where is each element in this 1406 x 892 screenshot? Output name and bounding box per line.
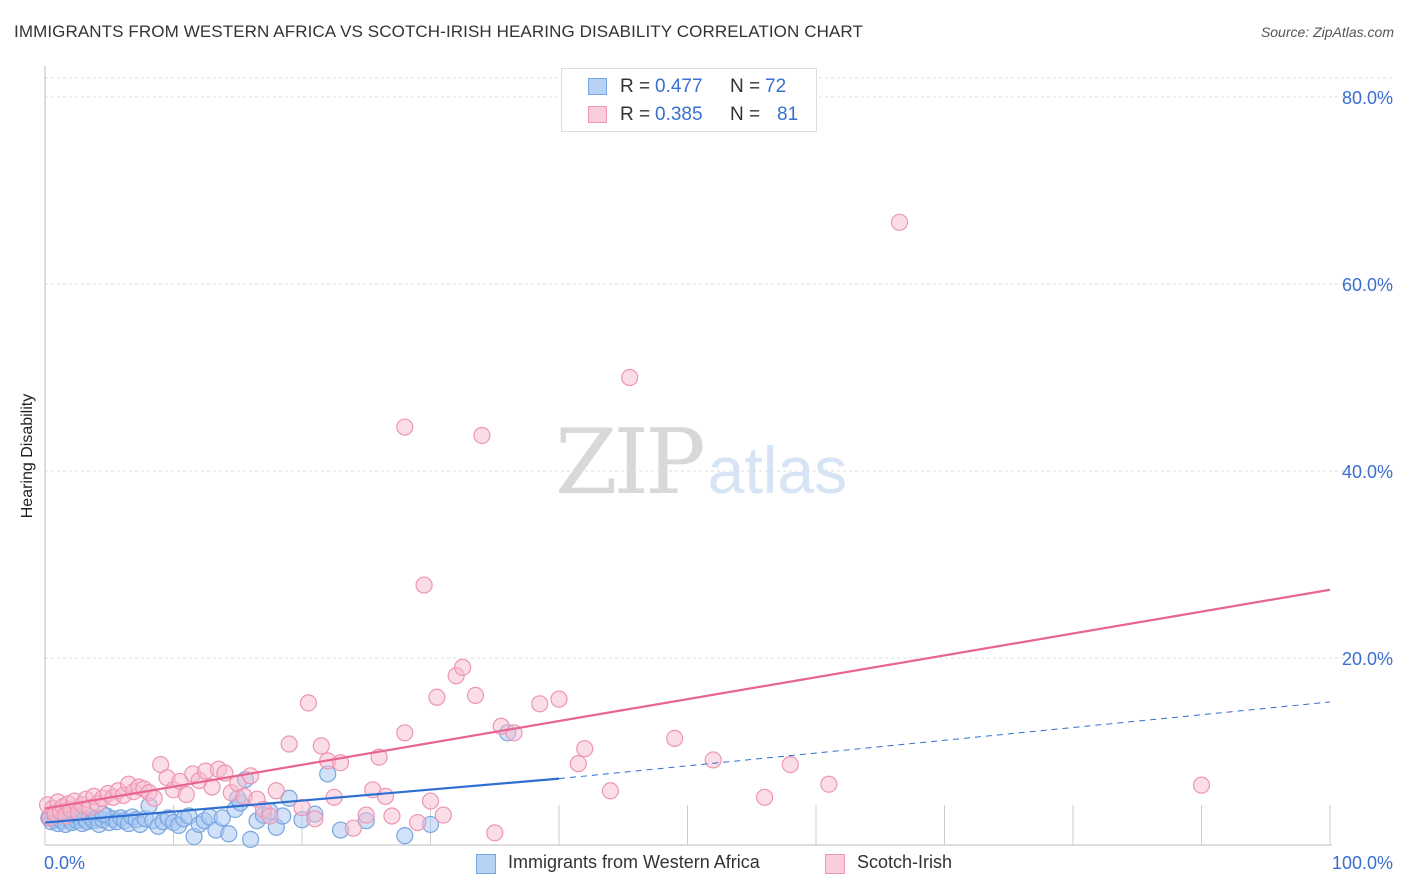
legend-swatch-pink bbox=[588, 106, 607, 123]
x-tick-label: 0.0% bbox=[44, 853, 85, 873]
data-point-scotch-irish bbox=[666, 729, 684, 748]
legend-r-value: 0.385 bbox=[655, 104, 703, 125]
y-tick-label: 20.0% bbox=[1342, 649, 1393, 669]
grid-lines bbox=[45, 77, 1392, 659]
data-point-scotch-irish bbox=[409, 813, 427, 832]
series-scotch-irish-points bbox=[38, 213, 1211, 842]
trend-extension-western-africa bbox=[558, 701, 1331, 780]
data-point-scotch-irish bbox=[177, 785, 195, 804]
data-point-scotch-irish bbox=[376, 787, 395, 805]
data-point-scotch-irish bbox=[434, 806, 452, 824]
zipatlas-watermark: ZIPatlas bbox=[555, 410, 847, 515]
data-point-scotch-irish bbox=[396, 724, 414, 742]
source-label: Source: ZipAtlas.com bbox=[1260, 24, 1394, 40]
trend-line-scotch-irish bbox=[44, 588, 1331, 810]
data-point-scotch-irish bbox=[357, 806, 375, 824]
legend-row-western-africa: R = 0.477 N = 72 bbox=[562, 72, 816, 102]
legend-item-scotch-irish: Scotch-Irish bbox=[825, 850, 985, 878]
data-point-scotch-irish bbox=[428, 688, 446, 706]
legend-n-label: N = bbox=[730, 104, 761, 125]
data-point-scotch-irish bbox=[890, 213, 909, 231]
data-point-scotch-irish bbox=[145, 789, 163, 807]
trend-line-western-africa bbox=[44, 777, 560, 824]
data-point-scotch-irish bbox=[601, 782, 620, 800]
data-point-scotch-irish bbox=[396, 418, 414, 436]
tick-labels: 20.0% 40.0% 60.0% 80.0% 0.0% 100.0% bbox=[44, 88, 1393, 873]
legend-swatch-blue bbox=[588, 78, 607, 95]
data-point-scotch-irish bbox=[466, 686, 485, 705]
data-point-western-africa bbox=[242, 830, 260, 848]
legend-swatch-pink bbox=[825, 854, 845, 874]
data-point-scotch-irish bbox=[550, 690, 568, 708]
legend-row-scotch-irish: R = 0.385 N = 81 bbox=[562, 100, 816, 130]
legend-swatch-blue bbox=[476, 854, 496, 874]
y-tick-label: 60.0% bbox=[1342, 275, 1393, 295]
data-point-scotch-irish bbox=[306, 810, 324, 828]
data-point-scotch-irish bbox=[621, 368, 639, 387]
legend-n-label: N = bbox=[730, 76, 761, 97]
data-point-western-africa bbox=[213, 809, 231, 827]
watermark-atlas: atlas bbox=[707, 433, 848, 507]
legend-r-label: R = bbox=[620, 76, 651, 97]
data-point-scotch-irish bbox=[383, 807, 401, 825]
legend-r-value: 0.477 bbox=[655, 76, 703, 97]
data-point-scotch-irish bbox=[454, 658, 472, 676]
legend-label: Immigrants from Western Africa bbox=[508, 852, 760, 872]
legend-item-western-africa: Immigrants from Western Africa bbox=[476, 850, 806, 878]
data-point-scotch-irish bbox=[755, 788, 774, 806]
legend-n-value: 72 bbox=[765, 76, 787, 97]
data-point-scotch-irish bbox=[421, 792, 440, 810]
data-point-scotch-irish bbox=[280, 735, 298, 753]
data-point-scotch-irish bbox=[531, 695, 549, 713]
watermark-zip: ZIP bbox=[555, 410, 706, 515]
data-point-scotch-irish bbox=[312, 737, 330, 755]
correlation-legend: R = 0.477 N = 72 R = 0.385 N = 81 bbox=[561, 68, 817, 132]
data-point-scotch-irish bbox=[820, 775, 838, 793]
data-point-scotch-irish bbox=[261, 807, 279, 825]
data-point-scotch-irish bbox=[486, 824, 504, 842]
data-point-scotch-irish bbox=[242, 767, 260, 785]
data-point-scotch-irish bbox=[704, 751, 722, 769]
data-point-western-africa bbox=[396, 827, 414, 845]
data-point-scotch-irish bbox=[576, 740, 594, 758]
data-point-scotch-irish bbox=[415, 576, 433, 594]
legend-r-label: R = bbox=[620, 104, 651, 125]
y-tick-label: 80.0% bbox=[1342, 88, 1393, 108]
data-point-scotch-irish bbox=[1192, 776, 1211, 794]
chart-title: IMMIGRANTS FROM WESTERN AFRICA VS SCOTCH… bbox=[14, 22, 863, 41]
trend-lines bbox=[44, 588, 1331, 824]
data-point-scotch-irish bbox=[344, 819, 362, 837]
x-tick-label: 100.0% bbox=[1332, 853, 1393, 873]
legend-label: Scotch-Irish bbox=[857, 852, 953, 872]
y-tick-label: 40.0% bbox=[1342, 462, 1393, 482]
axes bbox=[44, 66, 1332, 846]
data-point-scotch-irish bbox=[267, 782, 285, 800]
data-point-scotch-irish bbox=[299, 694, 318, 712]
data-point-western-africa bbox=[220, 825, 238, 843]
data-point-scotch-irish bbox=[473, 426, 491, 445]
data-point-scotch-irish bbox=[569, 755, 587, 773]
data-point-scotch-irish bbox=[781, 755, 799, 774]
legend-n-value: 81 bbox=[777, 104, 799, 125]
